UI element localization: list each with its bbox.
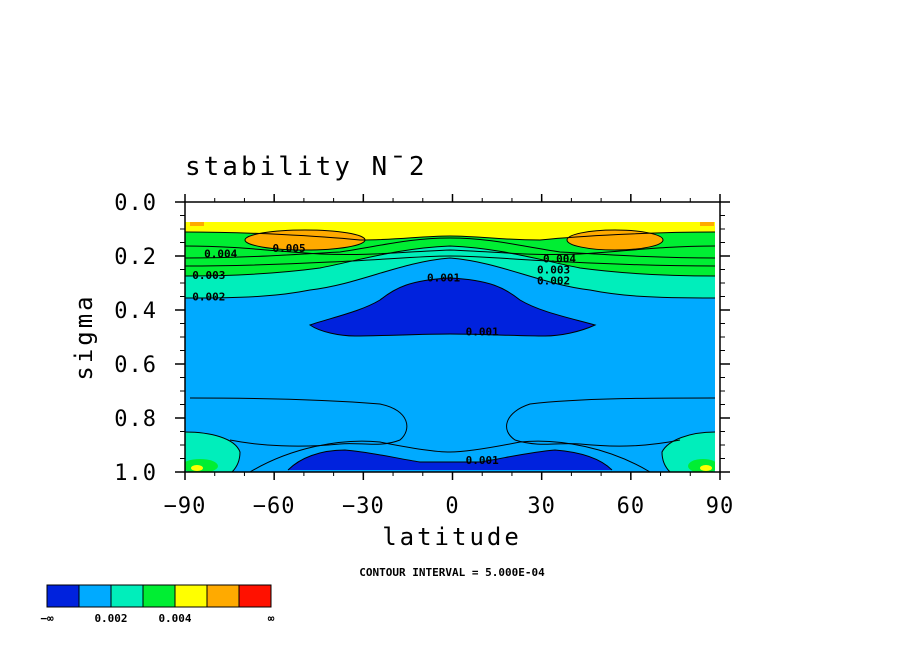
contour-label: 0.001	[466, 454, 499, 467]
max-north	[567, 230, 663, 250]
x-tick-label: 0	[445, 494, 459, 519]
x-tick-label: −30	[342, 494, 385, 519]
y-tick-label: 0.8	[114, 407, 157, 432]
contour-label: 0.003	[192, 269, 225, 282]
x-tick-label: 30	[527, 494, 556, 519]
contour-label: 0.002	[192, 291, 225, 304]
contour-label: 0.002	[537, 274, 570, 287]
x-tick-label: −60	[253, 494, 296, 519]
x-tick-label: 90	[706, 494, 735, 519]
colorbar: −∞ 0.002 0.004 ∞	[40, 584, 275, 625]
colorbar-label: 0.002	[94, 612, 127, 625]
surface-sw-peak	[191, 465, 203, 471]
y-tick-label: 0.0	[114, 191, 157, 216]
contour-label: 0.001	[466, 326, 499, 339]
surface-ne-peak	[700, 465, 712, 471]
contour-label: 0.001	[427, 272, 460, 285]
corner-ne-max	[700, 222, 714, 226]
y-tick-label: 0.2	[114, 245, 157, 270]
colorbar-swatch	[110, 584, 144, 608]
colorbar-swatch	[206, 584, 240, 608]
max-south	[245, 230, 365, 250]
y-tick-label: 1.0	[114, 461, 157, 486]
y-tick-label: 0.4	[114, 299, 157, 324]
contour-label: 0.005	[272, 242, 305, 255]
contour-interval: CONTOUR INTERVAL = 5.000E-04	[359, 566, 545, 579]
colorbar-swatch	[78, 584, 112, 608]
colorbar-swatch	[142, 584, 176, 608]
contour-label: 0.003	[537, 264, 570, 277]
x-axis-label: latitude	[382, 523, 522, 551]
contour-label: 0.004	[204, 247, 237, 260]
colorbar-label: 0.004	[158, 612, 191, 625]
contour-field	[185, 222, 715, 472]
y-axis-label: sigma	[70, 293, 98, 380]
x-tick-label: −90	[164, 494, 207, 519]
corner-sw-max	[190, 222, 204, 226]
min-surface	[288, 450, 612, 470]
contour-labels: 0.0050.0040.0030.0020.0040.0030.0020.001…	[192, 242, 576, 467]
axes: −90 −60 −30 0 30 60 90 0.0 0.2 0.4 0.6 0.8 1.0	[114, 191, 735, 519]
x-tick-label: 60	[617, 494, 646, 519]
colorbar-swatch	[174, 584, 208, 608]
colorbar-label: ∞	[268, 612, 275, 625]
colorbar-swatch	[46, 584, 80, 608]
chart-title: stability N¯2	[185, 152, 428, 182]
contour-lines	[185, 229, 715, 472]
colorbar-swatch	[238, 584, 272, 608]
y-tick-label: 0.6	[114, 353, 157, 378]
min-upper	[310, 278, 595, 336]
colorbar-label: −∞	[40, 612, 54, 625]
contour-label: 0.004	[543, 253, 576, 266]
